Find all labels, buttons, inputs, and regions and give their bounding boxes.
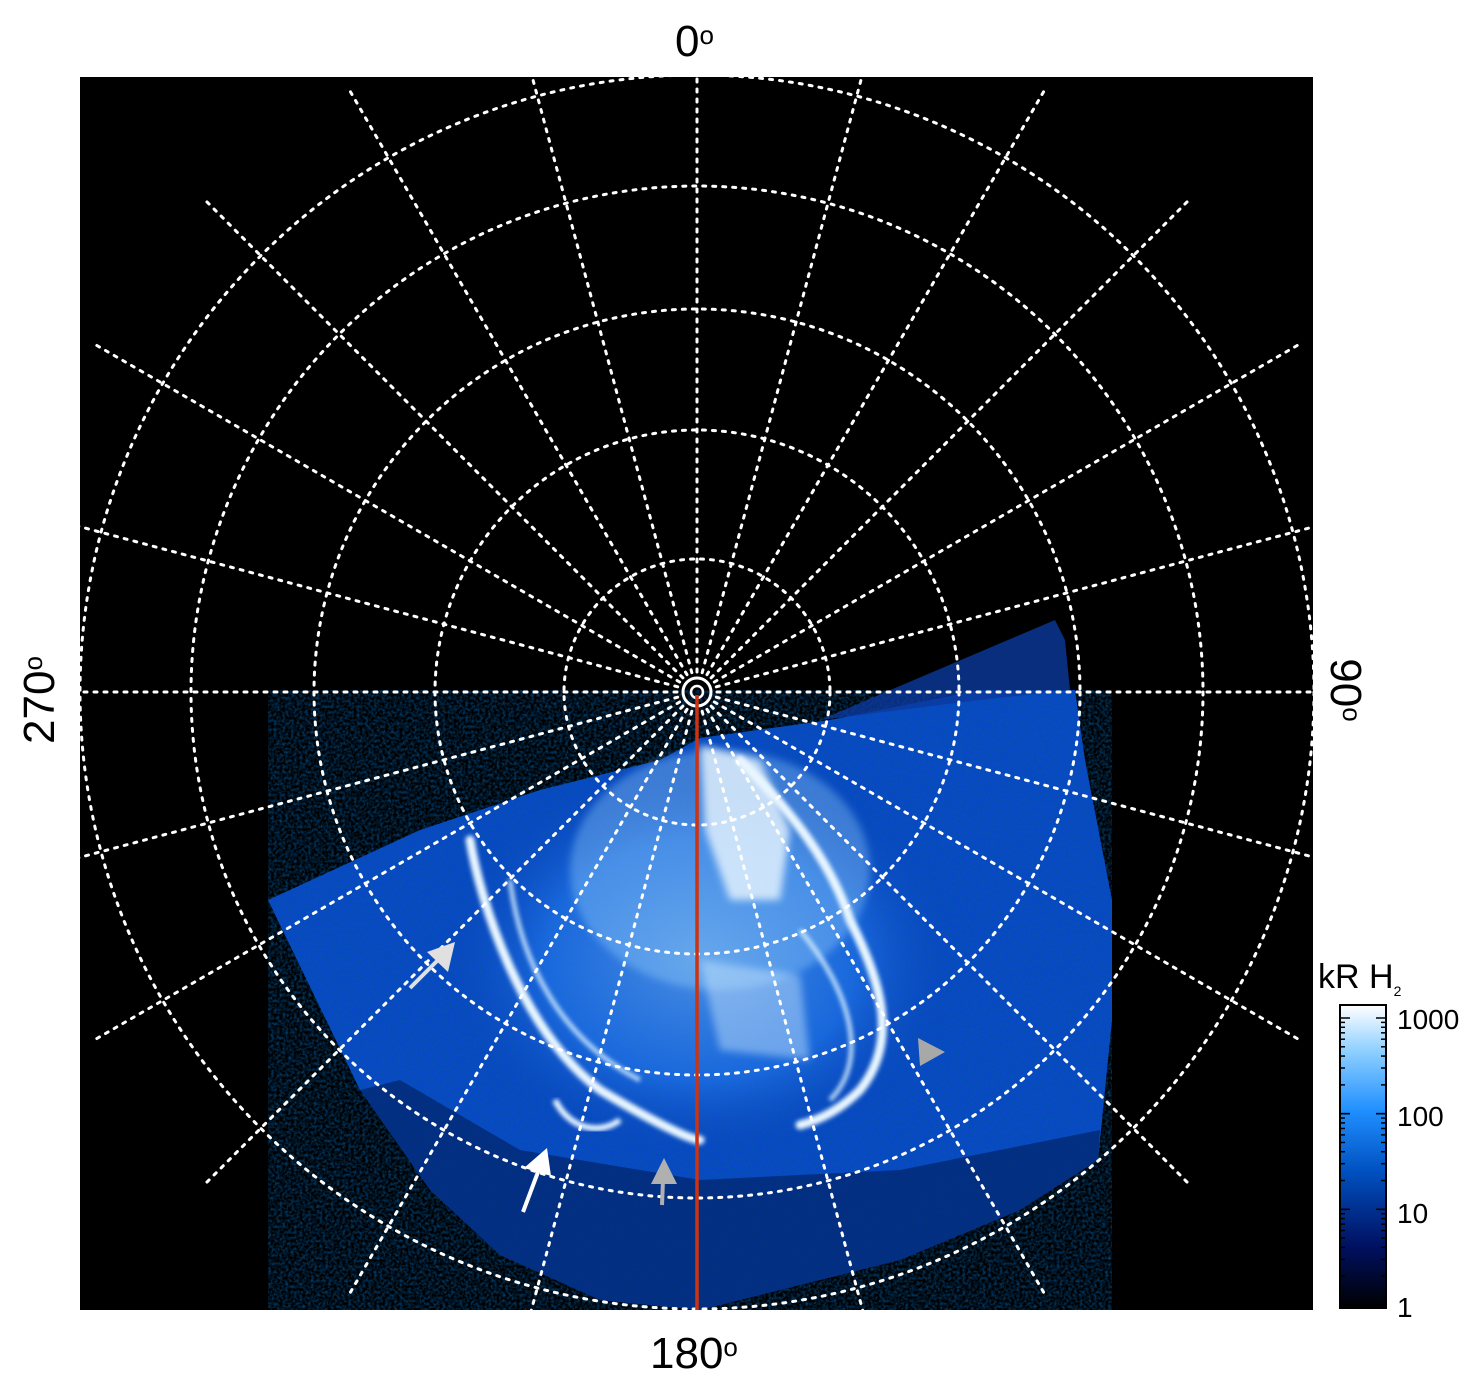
angle-label-270: 270o: [15, 656, 64, 744]
interior-spots: [700, 960, 810, 1060]
gray-arrow-2: [918, 1038, 945, 1066]
meridian-300: [89, 340, 682, 684]
gray-arrow-1: [651, 1158, 677, 1206]
latitude-circle-4: [189, 184, 1205, 1200]
meridian-45: [709, 195, 1194, 680]
meridian-15: [700, 77, 864, 675]
meridian-135: [709, 704, 1194, 1189]
colorbar: [1339, 1004, 1387, 1309]
observed-region-dim-edge: [360, 1080, 1100, 1310]
meridian-285: [80, 525, 680, 689]
angle-label-90: 90o: [1321, 658, 1370, 722]
meridian-165: [700, 709, 865, 1310]
bright-patch: [700, 745, 790, 900]
meridian-195: [529, 709, 694, 1310]
white-arrow-1: [408, 942, 455, 990]
colorbar-ticks: [1340, 1017, 1386, 1306]
meridian-255: [80, 695, 680, 859]
angle-label-180: 180o: [650, 1329, 738, 1378]
meridian-105: [714, 695, 1313, 859]
streak-edge: [820, 620, 1070, 720]
meridian-240: [89, 700, 682, 1044]
colorbar-title: kR H2: [1318, 958, 1402, 999]
colorbar-tick-label-1000: 1000: [1397, 1004, 1460, 1035]
meridian-120: [712, 700, 1305, 1044]
angle-label-0: 0o: [675, 17, 714, 66]
meridian-75: [714, 525, 1313, 689]
inner-arc: [507, 879, 854, 1102]
meridian-210: [345, 707, 689, 1300]
meridian-315: [200, 195, 685, 680]
main-auroral-oval: [465, 755, 887, 1145]
white-arrow-2: [521, 1148, 551, 1213]
colorbar-tick-label-10: 10: [1397, 1198, 1429, 1229]
meridian-150: [705, 707, 1049, 1300]
secondary-arc: [552, 1098, 622, 1132]
meridian-60: [712, 340, 1305, 684]
meridian-330: [345, 84, 689, 677]
colorbar-tick-label-1: 1: [1397, 1292, 1413, 1323]
meridian-345: [530, 77, 694, 675]
meridian-30: [705, 84, 1049, 677]
colorbar-tick-label-100: 100: [1397, 1101, 1444, 1132]
